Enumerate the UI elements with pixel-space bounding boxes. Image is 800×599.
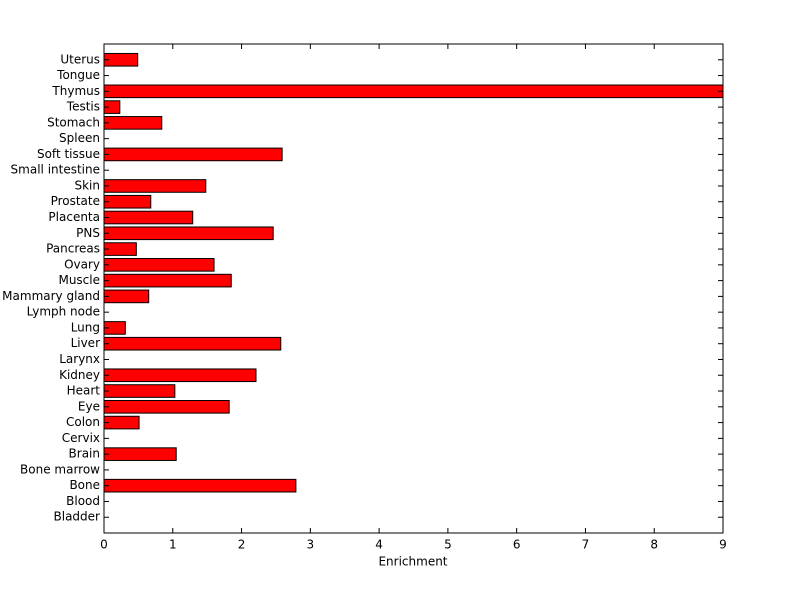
bar bbox=[103, 226, 274, 241]
y-tick-label: Soft tissue bbox=[37, 147, 100, 161]
y-tick-label: Prostate bbox=[51, 194, 100, 208]
y-tick-label: Stomach bbox=[47, 115, 100, 129]
y-tick-label: Muscle bbox=[58, 273, 100, 287]
x-tick-label: 6 bbox=[513, 538, 521, 552]
y-tick-label: Heart bbox=[67, 384, 101, 398]
y-tick-label: Colon bbox=[66, 415, 100, 429]
y-tick-label: Mammary gland bbox=[2, 289, 100, 303]
y-tick-label: Ovary bbox=[64, 257, 100, 271]
bar bbox=[103, 52, 139, 67]
y-tick-label: Lymph node bbox=[27, 305, 100, 319]
bar bbox=[103, 368, 257, 383]
bar bbox=[103, 399, 230, 414]
y-tick-label: Placenta bbox=[48, 210, 100, 224]
y-tick-label: Thymus bbox=[51, 84, 100, 98]
y-tick-label: Liver bbox=[71, 336, 101, 350]
y-tick-label: Pancreas bbox=[46, 242, 100, 256]
bar bbox=[103, 179, 207, 193]
x-tick-label: 2 bbox=[238, 538, 246, 552]
y-tick-label: Bone marrow bbox=[20, 462, 100, 476]
y-tick-label: Testis bbox=[66, 100, 100, 114]
bar bbox=[103, 147, 283, 162]
y-tick-label: Bone bbox=[69, 478, 100, 492]
bar bbox=[103, 194, 152, 209]
bar bbox=[103, 210, 194, 225]
x-tick-label: 7 bbox=[582, 538, 590, 552]
y-tick-label: Bladder bbox=[54, 510, 101, 524]
y-tick-label: Cervix bbox=[62, 431, 100, 445]
x-tick-label: 9 bbox=[719, 538, 727, 552]
bar bbox=[103, 289, 150, 304]
bar bbox=[103, 116, 163, 130]
x-tick-label: 3 bbox=[307, 538, 315, 552]
y-tick-label: Small intestine bbox=[11, 163, 100, 177]
y-tick-label: Eye bbox=[78, 399, 100, 413]
x-tick-label: 8 bbox=[650, 538, 658, 552]
bar bbox=[103, 336, 282, 351]
x-axis-label: Enrichment bbox=[378, 555, 447, 569]
y-tick-label: Spleen bbox=[59, 131, 100, 145]
y-tick-label: Skin bbox=[74, 178, 100, 192]
y-tick-label: Uterus bbox=[60, 52, 100, 66]
x-tick-label: 5 bbox=[444, 538, 452, 552]
y-tick-label: Kidney bbox=[59, 368, 100, 382]
y-tick-label: PNS bbox=[76, 226, 100, 240]
bar bbox=[103, 258, 215, 272]
y-tick-label: Blood bbox=[66, 494, 100, 508]
plot-border bbox=[103, 43, 724, 534]
bar bbox=[103, 415, 140, 430]
y-tick-label: Lung bbox=[71, 320, 100, 334]
y-tick-label: Brain bbox=[69, 447, 100, 461]
x-tick-label: 0 bbox=[100, 538, 108, 552]
plot-area bbox=[103, 43, 724, 534]
bar bbox=[103, 273, 232, 288]
y-tick-label: Tongue bbox=[56, 68, 100, 82]
bar bbox=[103, 447, 177, 461]
x-tick-label: 4 bbox=[375, 538, 383, 552]
y-tick-label: Larynx bbox=[59, 352, 100, 366]
bar bbox=[103, 478, 297, 493]
bar bbox=[103, 384, 176, 398]
bar bbox=[103, 84, 724, 99]
x-tick-label: 1 bbox=[169, 538, 177, 552]
